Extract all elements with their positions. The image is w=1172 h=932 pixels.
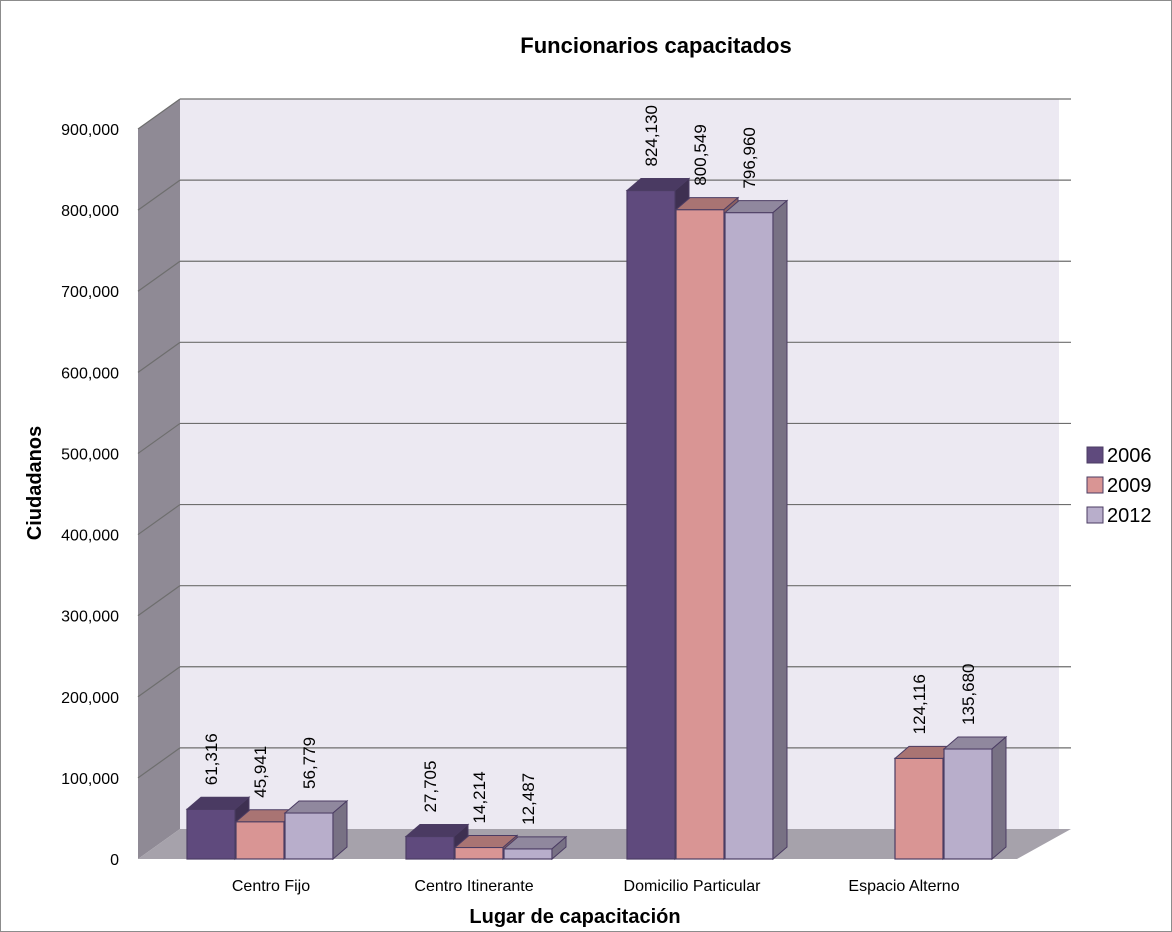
bar-side [332, 799, 348, 861]
gridline-side [137, 666, 181, 698]
plot-background [138, 99, 1071, 859]
floor [138, 829, 1071, 859]
bar [502, 835, 568, 861]
x-tick-label: Domicilio Particular [624, 878, 762, 895]
legend-label: 2006 [1107, 445, 1152, 467]
data-label: 14,214 [470, 771, 489, 823]
bar-side [551, 835, 567, 861]
bar-front [186, 808, 236, 860]
gridline-side [137, 504, 181, 536]
y-tick-label: 700,000 [61, 284, 119, 301]
x-tick-label: Centro Itinerante [414, 878, 533, 895]
data-label: 61,316 [202, 733, 221, 785]
bar-front [503, 848, 553, 860]
y-tick-label: 600,000 [61, 365, 119, 382]
legend-label: 2012 [1107, 505, 1152, 527]
x-axis-ticks: Centro Fijo Centro Itinerante Domicilio Pa… [232, 878, 960, 895]
bar [942, 735, 1008, 861]
bar-front [235, 821, 285, 860]
data-label: 824,130 [642, 105, 661, 166]
bar-side [991, 735, 1007, 861]
gridline-side [137, 585, 181, 617]
y-tick-label: 900,000 [61, 122, 119, 139]
gridline-side [137, 422, 181, 454]
legend-swatch [1086, 506, 1104, 524]
legend-item: 2012 [1086, 505, 1152, 527]
back-wall [180, 99, 1059, 829]
y-tick-label: 200,000 [61, 690, 119, 707]
data-labels: 61,316 45,941 56,779 27,705 14,214 12,487 824,… [202, 105, 978, 825]
bar-front [943, 748, 993, 860]
legend-swatch [1086, 446, 1104, 464]
data-label: 56,779 [300, 737, 319, 789]
bar-front [724, 211, 774, 860]
bar-front [894, 757, 944, 860]
bar-front [405, 835, 455, 860]
data-label: 27,705 [421, 761, 440, 813]
y-tick-label: 100,000 [61, 771, 119, 788]
y-tick-label: 800,000 [61, 203, 119, 220]
y-axis-title: Ciudadanos [24, 426, 46, 540]
bars [185, 177, 1008, 861]
legend: 2006 2009 2012 [1086, 445, 1152, 527]
bar-front [675, 209, 725, 860]
y-axis-ticks: 0 100,000 200,000 300,000 400,000 500,000 600,… [61, 122, 119, 869]
legend-swatch [1086, 476, 1104, 494]
bar-front [626, 189, 676, 860]
gridline-side [137, 179, 181, 211]
data-label: 796,960 [740, 127, 759, 188]
bar-side [772, 199, 788, 861]
x-tick-label: Centro Fijo [232, 878, 310, 895]
data-label: 135,680 [959, 663, 978, 724]
x-axis-title: Lugar de capacitación [469, 906, 680, 928]
bar [283, 799, 349, 861]
chart-title: Funcionarios capacitados [520, 33, 791, 58]
y-tick-label: 300,000 [61, 609, 119, 626]
y-tick-label: 0 [110, 852, 119, 869]
side-wall [138, 99, 180, 859]
legend-item: 2009 [1086, 475, 1152, 497]
gridline-side [137, 98, 181, 130]
data-label: 12,487 [519, 773, 538, 825]
gridline-side [137, 747, 181, 779]
data-label: 800,549 [691, 124, 710, 185]
legend-item: 2006 [1086, 445, 1152, 467]
data-label: 45,941 [251, 746, 270, 798]
y-tick-label: 500,000 [61, 446, 119, 463]
data-label: 124,116 [910, 674, 929, 734]
y-tick-label: 400,000 [61, 528, 119, 545]
x-tick-label: Espacio Alterno [848, 878, 959, 895]
bar-front [284, 812, 334, 860]
bar-front [454, 846, 504, 860]
legend-label: 2009 [1107, 475, 1152, 497]
gridline-side [137, 341, 181, 373]
gridline-side [137, 260, 181, 292]
bar [723, 199, 789, 861]
